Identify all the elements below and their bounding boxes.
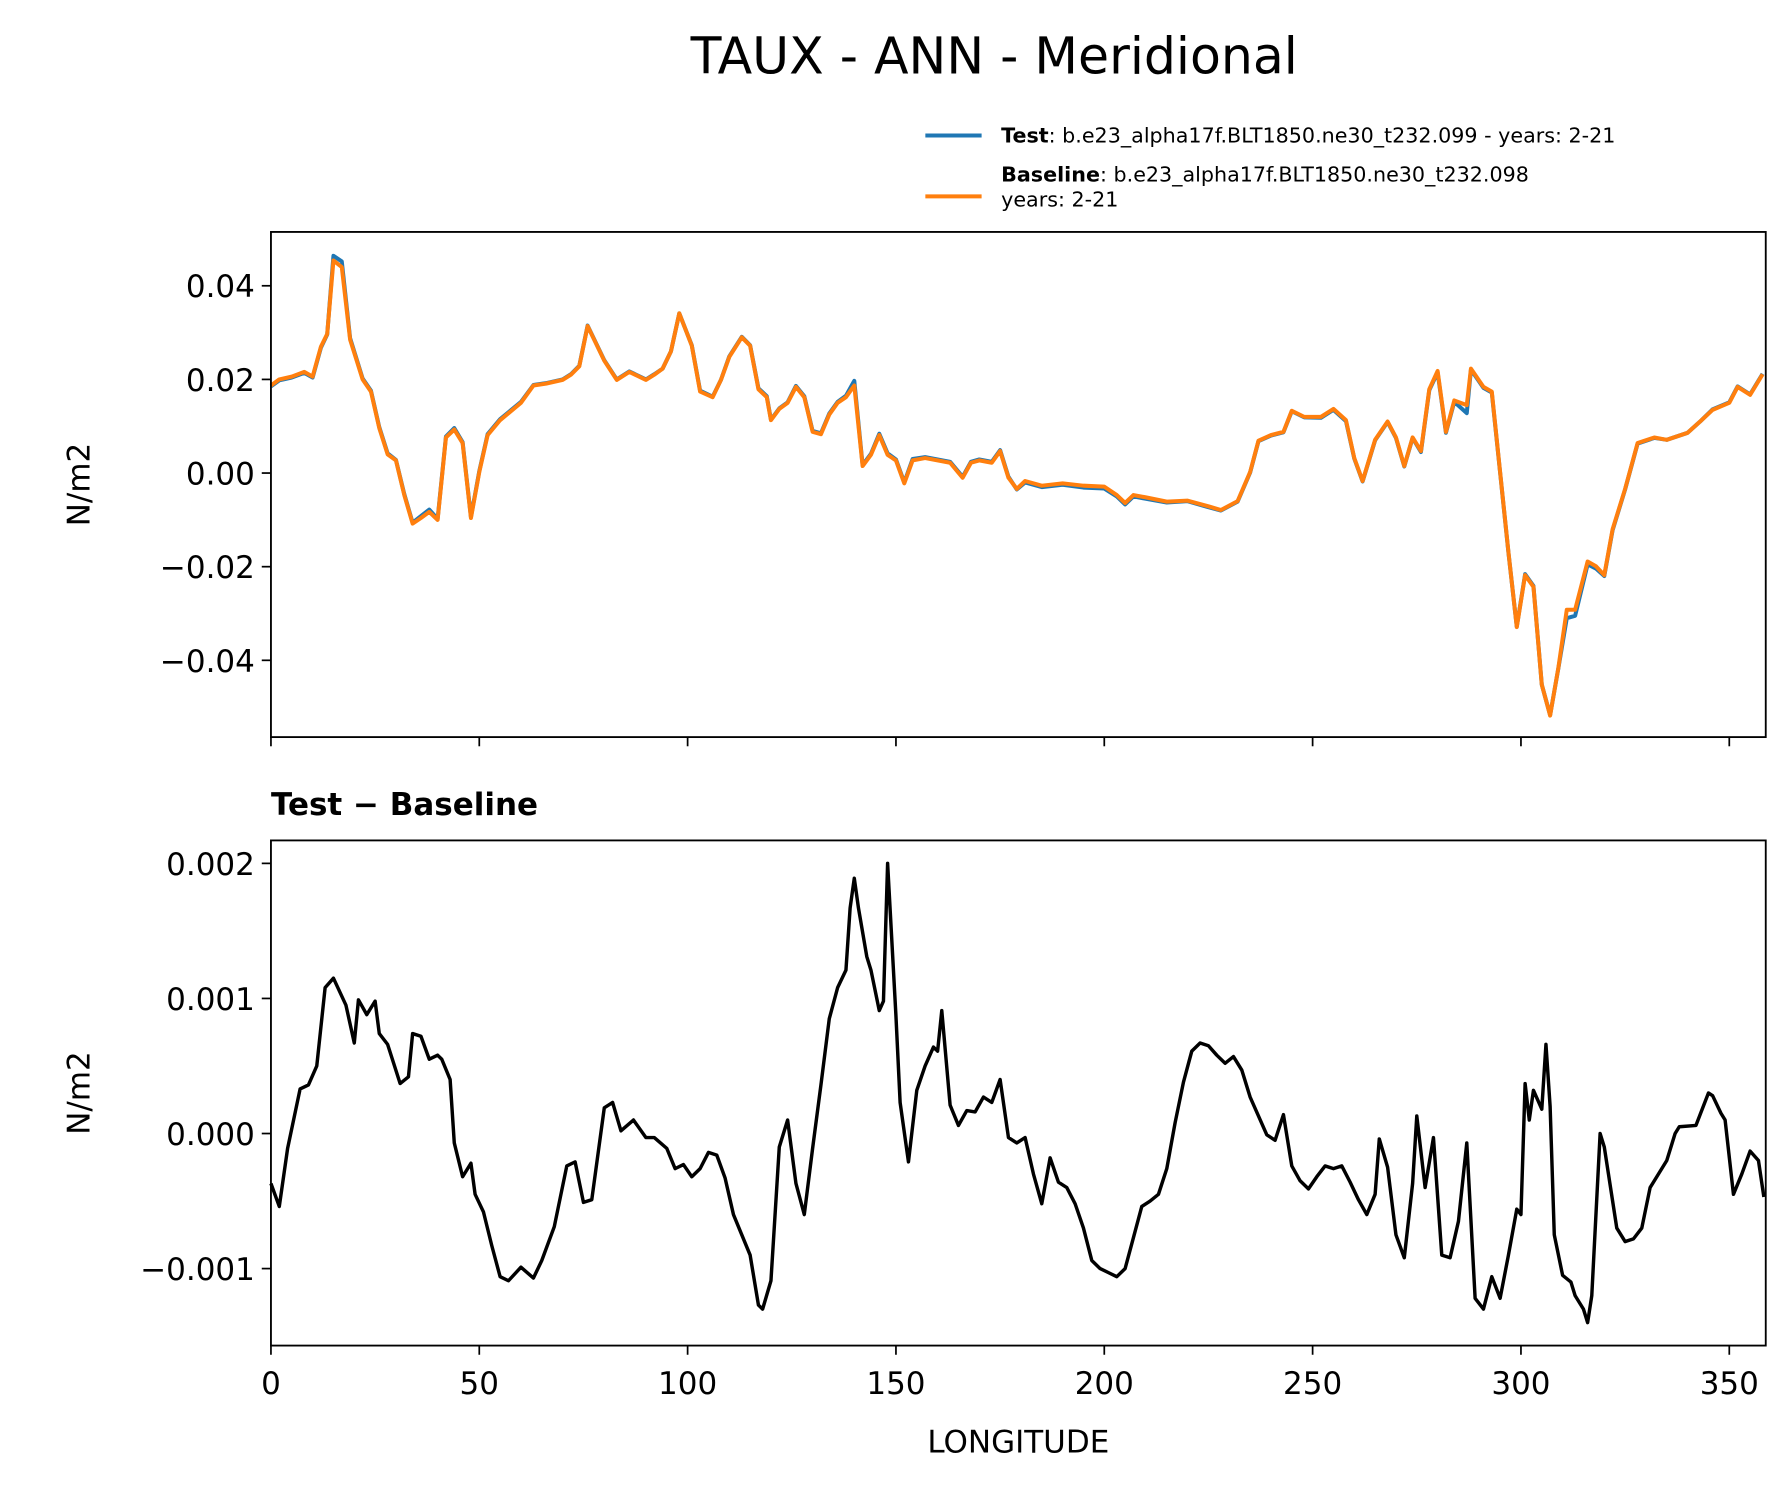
y-axis-label: N/m2: [62, 1051, 98, 1135]
legend-label: Test: b.e23_alpha17f.BLT1850.ne30_t232.0…: [1001, 123, 1615, 147]
y-tick-label: 0.00: [186, 457, 255, 493]
y-tick-label: −0.001: [140, 1252, 255, 1288]
y-tick-label: 0.002: [166, 847, 255, 883]
x-tick-label: 100: [658, 1366, 717, 1402]
series-line: [269, 861, 1766, 1325]
legend: Test: b.e23_alpha17f.BLT1850.ne30_t232.0…: [925, 123, 1615, 212]
y-tick-label: −0.02: [160, 550, 255, 586]
x-tick-label: 50: [460, 1366, 499, 1402]
series-line: [269, 258, 1765, 718]
figure-title: TAUX - ANN - Meridional: [690, 27, 1298, 86]
legend-label: Baseline: b.e23_alpha17f.BLT1850.ne30_t2…: [1001, 162, 1529, 186]
y-tick-label: −0.04: [160, 644, 255, 680]
x-tick-label: 150: [866, 1366, 925, 1402]
legend-name: Test: [1001, 123, 1049, 147]
legend-description: : b.e23_alpha17f.BLT1850.ne30_t232.099 -…: [1049, 123, 1616, 147]
y-tick-label: 0.04: [186, 269, 255, 305]
x-axis-label: LONGITUDE: [927, 1424, 1109, 1460]
y-tick-label: 0.02: [186, 363, 255, 399]
x-tick-label: 200: [1075, 1366, 1134, 1402]
x-tick-label: 0: [261, 1366, 281, 1402]
x-tick-label: 300: [1491, 1366, 1550, 1402]
axes-frame: [270, 839, 1767, 1347]
legend-description: years: 2-21: [1001, 188, 1118, 212]
y-tick-label: 0.001: [166, 982, 255, 1018]
legend-name: Baseline: [1001, 162, 1100, 186]
legend-description: : b.e23_alpha17f.BLT1850.ne30_t232.098: [1100, 162, 1529, 186]
x-tick-label: 250: [1283, 1366, 1342, 1402]
y-tick-label: 0.000: [166, 1117, 255, 1153]
y-axis-label: N/m2: [62, 443, 98, 527]
x-tick-label: 350: [1700, 1366, 1759, 1402]
axes-frame: [270, 231, 1767, 739]
axes-title: Test − Baseline: [271, 787, 538, 823]
